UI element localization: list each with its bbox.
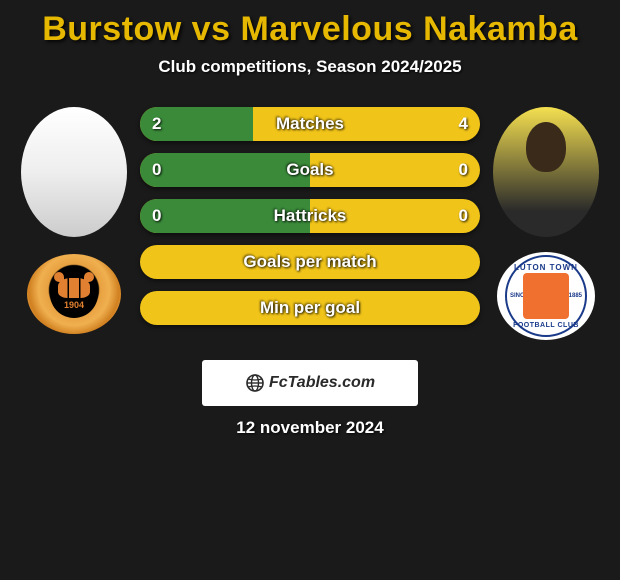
stat-label: Hattricks — [274, 206, 347, 226]
infographic-container: Burstow vs Marvelous Nakamba Club compet… — [0, 0, 620, 438]
attribution-text: FcTables.com — [269, 374, 375, 392]
luton-bottom-text: FOOTBALL CLUB — [507, 322, 585, 329]
attribution-badge: FcTables.com — [202, 360, 418, 406]
hull-badge-inner: 1904 — [50, 270, 98, 318]
stat-bar-min-per-goal: Min per goal — [140, 291, 480, 325]
globe-icon — [245, 373, 265, 393]
stat-fill — [140, 153, 310, 187]
stat-value-right: 0 — [459, 206, 468, 226]
hull-year: 1904 — [64, 300, 84, 310]
tiger-icon — [58, 278, 90, 298]
stat-bar-goals: 0 Goals 0 — [140, 153, 480, 187]
stat-label: Goals — [286, 160, 333, 180]
date-text: 12 november 2024 — [0, 418, 620, 438]
club-badge-left: 1904 — [25, 252, 123, 336]
stats-column: 2 Matches 4 0 Goals 0 0 Hattricks 0 Goals per mat… — [140, 107, 480, 325]
stat-label: Goals per match — [243, 252, 376, 272]
player-right-photo — [493, 107, 599, 237]
luton-badge-inner: LUTON TOWN SINCE 1885 FOOTBALL CLUB — [505, 255, 587, 337]
stat-value-right: 4 — [459, 114, 468, 134]
stat-label: Matches — [276, 114, 344, 134]
stat-value-left: 0 — [152, 160, 161, 180]
page-title: Burstow vs Marvelous Nakamba — [0, 10, 620, 49]
stat-value-left: 2 — [152, 114, 161, 134]
comparison-row: 1904 2 Matches 4 0 Goals 0 0 Hattricks 0 Goals pe… — [0, 107, 620, 340]
player-left-photo — [21, 107, 127, 237]
luton-top-text: LUTON TOWN — [507, 263, 585, 272]
stat-label: Min per goal — [260, 298, 360, 318]
stat-bar-goals-per-match: Goals per match — [140, 245, 480, 279]
player-right-column: LUTON TOWN SINCE 1885 FOOTBALL CLUB — [490, 107, 602, 340]
luton-year: 1885 — [569, 293, 582, 299]
stat-bar-hattricks: 0 Hattricks 0 — [140, 199, 480, 233]
stat-value-right: 0 — [459, 160, 468, 180]
stat-value-left: 0 — [152, 206, 161, 226]
player-left-column: 1904 — [18, 107, 130, 336]
stat-bar-matches: 2 Matches 4 — [140, 107, 480, 141]
subtitle: Club competitions, Season 2024/2025 — [0, 57, 620, 77]
club-badge-right: LUTON TOWN SINCE 1885 FOOTBALL CLUB — [497, 252, 595, 340]
luton-center-icon — [523, 273, 569, 319]
